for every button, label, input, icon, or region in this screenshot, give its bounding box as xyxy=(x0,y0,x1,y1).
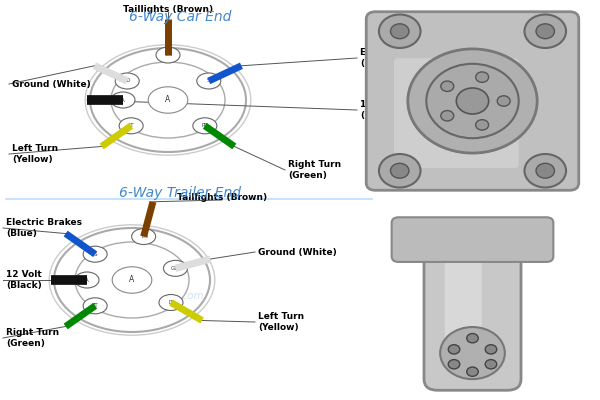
Circle shape xyxy=(193,118,217,134)
Circle shape xyxy=(408,49,537,153)
FancyBboxPatch shape xyxy=(392,217,553,262)
Text: Taillights (Brown): Taillights (Brown) xyxy=(123,5,213,14)
Text: LT: LT xyxy=(128,123,134,128)
Text: 6-Way Trailer End: 6-Way Trailer End xyxy=(119,186,241,200)
Text: A: A xyxy=(166,96,170,104)
FancyBboxPatch shape xyxy=(445,260,482,370)
Circle shape xyxy=(159,294,183,310)
Circle shape xyxy=(379,14,421,48)
Circle shape xyxy=(156,47,180,63)
Circle shape xyxy=(497,96,510,106)
Circle shape xyxy=(75,242,189,318)
Circle shape xyxy=(148,87,188,113)
Text: Right Turn
(Green): Right Turn (Green) xyxy=(6,328,59,348)
Text: S: S xyxy=(94,252,97,257)
Circle shape xyxy=(524,154,566,188)
Text: A: A xyxy=(121,98,125,102)
Circle shape xyxy=(440,327,505,379)
Text: truckspring.com: truckspring.com xyxy=(119,107,205,117)
Circle shape xyxy=(485,345,497,354)
Text: RT: RT xyxy=(202,123,208,128)
FancyBboxPatch shape xyxy=(424,234,521,390)
Circle shape xyxy=(536,24,554,39)
Text: A: A xyxy=(85,278,89,282)
Circle shape xyxy=(83,298,107,314)
Text: GD: GD xyxy=(123,78,131,84)
Text: RT: RT xyxy=(92,303,98,308)
Circle shape xyxy=(467,367,478,376)
Circle shape xyxy=(441,81,454,92)
Circle shape xyxy=(536,163,554,178)
Text: Left Turn
(Yellow): Left Turn (Yellow) xyxy=(258,312,304,332)
Text: Ground (White): Ground (White) xyxy=(258,248,337,256)
Text: 12 Volt
(Black): 12 Volt (Black) xyxy=(6,270,42,290)
FancyBboxPatch shape xyxy=(394,58,519,168)
Text: LT: LT xyxy=(168,300,174,305)
Text: truckspring.com: truckspring.com xyxy=(119,291,205,301)
Circle shape xyxy=(75,272,99,288)
Text: TM: TM xyxy=(164,52,172,58)
Circle shape xyxy=(112,267,152,293)
Circle shape xyxy=(524,14,566,48)
Text: 12 Volt
(Black): 12 Volt (Black) xyxy=(360,100,396,120)
Circle shape xyxy=(448,345,460,354)
Circle shape xyxy=(197,73,221,89)
Text: TM: TM xyxy=(140,234,148,239)
Circle shape xyxy=(131,228,155,244)
Circle shape xyxy=(379,154,421,188)
Circle shape xyxy=(119,118,143,134)
FancyBboxPatch shape xyxy=(366,12,579,190)
Circle shape xyxy=(111,62,225,138)
Circle shape xyxy=(391,163,409,178)
Text: Left Turn
(Yellow): Left Turn (Yellow) xyxy=(12,144,58,164)
Circle shape xyxy=(391,24,409,39)
Text: Electric Brakes
(Blue): Electric Brakes (Blue) xyxy=(360,48,436,68)
Circle shape xyxy=(441,110,454,121)
Text: Ground (White): Ground (White) xyxy=(12,80,91,88)
Circle shape xyxy=(115,73,139,89)
Text: Taillights (Brown): Taillights (Brown) xyxy=(177,193,267,202)
Text: S: S xyxy=(207,78,211,84)
Circle shape xyxy=(83,246,107,262)
Text: GD: GD xyxy=(171,266,180,271)
Circle shape xyxy=(426,64,519,138)
Text: A: A xyxy=(130,276,134,284)
Circle shape xyxy=(476,72,488,82)
Circle shape xyxy=(457,88,488,114)
Circle shape xyxy=(467,334,478,343)
Circle shape xyxy=(485,360,497,369)
Circle shape xyxy=(448,360,460,369)
Text: Electric Brakes
(Blue): Electric Brakes (Blue) xyxy=(6,218,82,238)
Text: 6-Way Car End: 6-Way Car End xyxy=(129,10,231,24)
Circle shape xyxy=(163,260,187,276)
Circle shape xyxy=(111,92,135,108)
Circle shape xyxy=(476,120,488,130)
Text: Right Turn
(Green): Right Turn (Green) xyxy=(288,160,341,180)
